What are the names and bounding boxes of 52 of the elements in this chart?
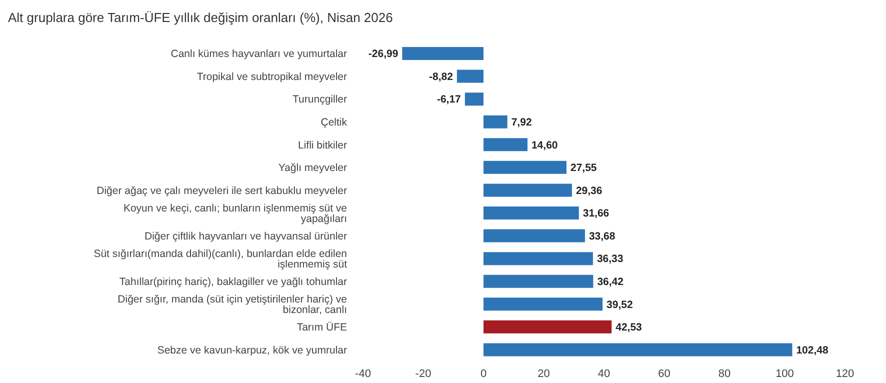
bar <box>484 184 572 197</box>
x-tick-label: -20 <box>415 368 432 380</box>
data-label: 102,48 <box>796 344 828 356</box>
y-tick-label: Tahıllar(pirinç hariç), baklagiller ve yağlı tohumlar <box>119 276 348 288</box>
data-label: -6,17 <box>436 94 462 106</box>
data-label: 36,33 <box>596 253 624 266</box>
data-label: 42,53 <box>616 322 642 334</box>
bar <box>484 115 508 128</box>
x-tick-label: 20 <box>538 368 550 380</box>
y-tick-label: Turunçgiller <box>292 94 348 106</box>
y-tick-label: Koyun ve keçi, canlı; bunların işlenmemiş süt ve yapağıları <box>123 202 348 225</box>
y-tick-label: Diğer sığır, manda (süt için yetiştirilenler hariç) ve bizonlar, canlı <box>118 294 348 316</box>
bar <box>484 298 603 311</box>
bar <box>484 138 528 152</box>
y-tick-label: Canlı kümes hayvanları ve yumurtalar <box>170 48 348 60</box>
y-tick-label: Tarım ÜFE <box>296 322 347 334</box>
data-label: 29,36 <box>576 184 602 197</box>
bar <box>402 47 484 60</box>
data-label: 39,52 <box>606 298 633 311</box>
y-tick-label: Diğer çiftlik hayvanları ve hayvansal ürünler <box>144 230 348 242</box>
x-tick-label: 80 <box>718 368 731 380</box>
bar <box>484 320 612 334</box>
data-label: 33,68 <box>588 230 616 242</box>
data-label: -26,99 <box>368 48 398 60</box>
y-tick-label: Süt sığırları(manda dahil)(canlı), bunlardan elde edilen işlenmemiş süt <box>94 248 348 270</box>
y-tick-label: Diğer ağaç ve çalı meyveleri ile sert kabuklu meyveler <box>96 184 348 197</box>
data-label: -8,82 <box>428 70 454 83</box>
x-tick-label: -40 <box>355 368 371 380</box>
y-tick-label: Tropikal ve subtropikal meyveler <box>196 70 348 83</box>
bar <box>484 252 593 266</box>
x-tick-label: 0 <box>480 368 487 380</box>
bar <box>464 92 484 106</box>
x-tick-label: 60 <box>658 368 670 380</box>
bar <box>484 206 579 220</box>
bar <box>484 274 594 288</box>
data-label: 36,42 <box>597 276 624 288</box>
x-tick-label: 120 <box>836 368 854 380</box>
bar <box>484 343 792 356</box>
data-label: 27,55 <box>570 162 597 174</box>
text: Alt gruplara göre Tarım-ÜFE yıllık değişim oranları (%), Nisan 2026 <box>8 10 393 25</box>
y-tick-label: Sebze ve kavun-karpuz, kök ve yumrular <box>157 344 348 356</box>
data-label: 31,66 <box>582 208 610 220</box>
bar <box>484 160 566 174</box>
x-tick-label: 40 <box>598 368 610 380</box>
y-tick-label: Çeltik <box>320 116 348 128</box>
y-tick-label: Lifli bitkiler <box>298 139 348 152</box>
bar <box>484 229 585 242</box>
x-tick-label: 100 <box>776 368 794 380</box>
data-label: 14,60 <box>531 139 558 152</box>
bar <box>456 70 484 83</box>
y-tick-label: Yağlı meyveler <box>278 162 348 174</box>
data-label: 7,92 <box>511 116 532 129</box>
